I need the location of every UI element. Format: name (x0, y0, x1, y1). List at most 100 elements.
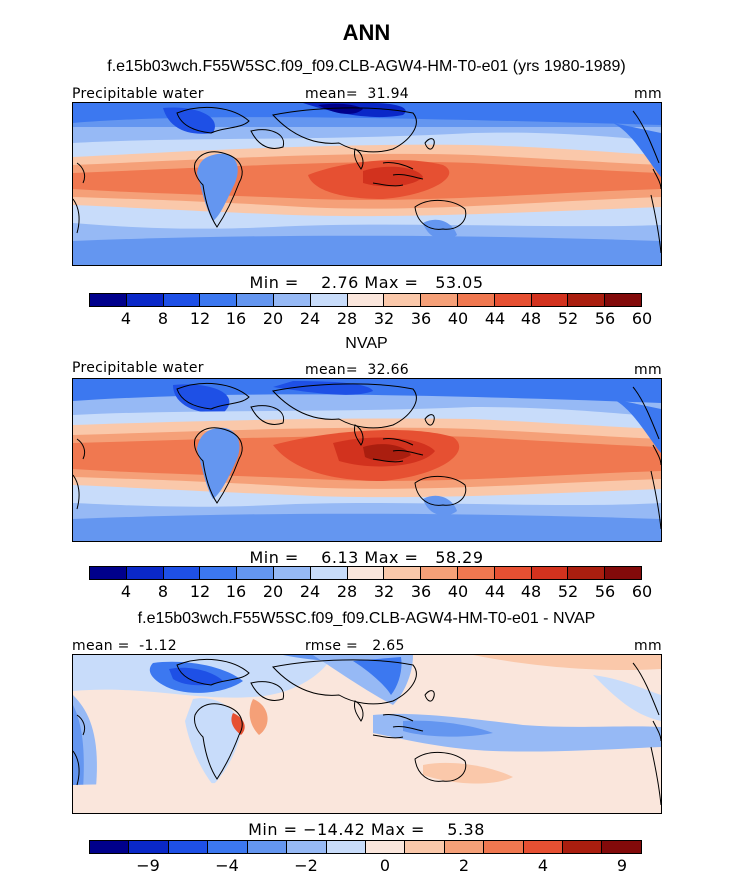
panel-1-mean-label: mean= 31.94 (305, 86, 410, 102)
panel-2-variable-label: Precipitable water (72, 360, 204, 376)
panel-2-units-label: mm (634, 362, 662, 378)
colorbar-swatch (287, 841, 327, 853)
colorbar-tick-label: 32 (373, 309, 395, 328)
colorbar-tick-label: 36 (410, 309, 432, 328)
colorbar-tick-label: 52 (557, 582, 579, 601)
panel-2-map (72, 378, 662, 542)
panel-1-min-max: Min = 2.76 Max = 53.05 (249, 273, 484, 292)
colorbar-tick-label: 8 (157, 582, 169, 601)
colorbar-tick-label: 24 (299, 582, 321, 601)
colorbar-swatch (384, 567, 422, 579)
colorbar-swatch (605, 294, 641, 306)
colorbar-tick-label: 40 (447, 582, 469, 601)
colorbar-swatch (126, 567, 164, 579)
colorbar-swatch (457, 567, 495, 579)
colorbar-tick-label: 48 (520, 309, 542, 328)
colorbar-tick-label: −9 (136, 856, 160, 875)
colorbar-tick-label: 12 (189, 582, 211, 601)
colorbar-swatch (444, 841, 485, 853)
colorbar-swatch (347, 567, 385, 579)
colorbar-tick-label: 4 (120, 582, 132, 601)
colorbar-tick-label: 44 (484, 582, 506, 601)
panel-1-colorbar (89, 293, 642, 307)
colorbar-tick-label: 60 (631, 582, 653, 601)
colorbar-tick-label: 52 (557, 309, 579, 328)
colorbar-tick-label: 20 (262, 309, 284, 328)
colorbar-swatch (90, 567, 127, 579)
colorbar-tick-label: 9 (616, 856, 628, 875)
colorbar-tick-label: 60 (631, 309, 653, 328)
panel-2-min-max: Min = 6.13 Max = 58.29 (249, 548, 484, 567)
panel-3-rmse-label: rmse = 2.65 (305, 638, 405, 654)
colorbar-tick-label: 20 (262, 582, 284, 601)
colorbar-swatch (273, 294, 311, 306)
panel-1-units-label: mm (634, 86, 662, 102)
colorbar-swatch (494, 567, 532, 579)
panel-3-map (72, 654, 662, 814)
colorbar-swatch (563, 841, 603, 853)
colorbar-swatch (163, 567, 201, 579)
colorbar-swatch (168, 841, 209, 853)
colorbar-tick-label: 28 (336, 582, 358, 601)
panel-2-mean-label: mean= 32.66 (305, 362, 410, 378)
colorbar-swatch (273, 567, 311, 579)
colorbar-tick-label: 4 (537, 856, 549, 875)
colorbar-tick-label: 40 (447, 309, 469, 328)
panel-3-units-label: mm (634, 638, 662, 654)
panel-3-mean-label: mean = -1.12 (72, 638, 177, 654)
colorbar-tick-label: 4 (120, 309, 132, 328)
colorbar-swatch (247, 841, 288, 853)
colorbar-swatch (310, 294, 348, 306)
colorbar-swatch (326, 841, 366, 853)
colorbar-swatch (531, 567, 569, 579)
colorbar-tick-label: 28 (336, 309, 358, 328)
colorbar-tick-label: 24 (299, 309, 321, 328)
colorbar-swatch (605, 567, 641, 579)
colorbar-tick-label: 56 (594, 309, 616, 328)
colorbar-swatch (90, 294, 127, 306)
colorbar-swatch (208, 841, 248, 853)
colorbar-tick-label: 8 (157, 309, 169, 328)
panel-3-colorbar (89, 840, 642, 854)
panel-3-min-max: Min = −14.42 Max = 5.38 (248, 820, 485, 839)
panel-1-map (72, 102, 662, 266)
panel-1-variable-label: Precipitable water (72, 86, 204, 102)
colorbar-swatch (384, 294, 422, 306)
figure-title: ANN (342, 20, 391, 45)
colorbar-swatch (163, 294, 201, 306)
colorbar-swatch (129, 841, 169, 853)
colorbar-swatch (523, 841, 564, 853)
panel-1-title: f.e15b03wch.F55W5SC.f09_f09.CLB-AGW4-HM-… (107, 58, 626, 75)
colorbar-swatch (200, 567, 238, 579)
colorbar-swatch (421, 294, 458, 306)
colorbar-tick-label: 32 (373, 582, 395, 601)
panel-2-title: NVAP (345, 335, 388, 352)
colorbar-swatch (347, 294, 385, 306)
colorbar-swatch (237, 567, 274, 579)
colorbar-swatch (310, 567, 348, 579)
colorbar-swatch (494, 294, 532, 306)
colorbar-swatch (568, 567, 606, 579)
colorbar-swatch (126, 294, 164, 306)
panel-3-title: f.e15b03wch.F55W5SC.f09_f09.CLB-AGW4-HM-… (137, 610, 596, 627)
colorbar-tick-label: −2 (294, 856, 318, 875)
colorbar-swatch (405, 841, 445, 853)
colorbar-swatch (365, 841, 406, 853)
colorbar-swatch (457, 294, 495, 306)
colorbar-tick-label: 16 (225, 309, 247, 328)
colorbar-tick-label: 56 (594, 582, 616, 601)
colorbar-swatch (237, 294, 274, 306)
colorbar-swatch (484, 841, 524, 853)
colorbar-swatch (421, 567, 458, 579)
colorbar-tick-label: 16 (225, 582, 247, 601)
colorbar-swatch (90, 841, 130, 853)
colorbar-tick-label: 0 (379, 856, 391, 875)
colorbar-tick-label: 44 (484, 309, 506, 328)
colorbar-swatch (200, 294, 238, 306)
colorbar-tick-label: 2 (458, 856, 470, 875)
colorbar-tick-label: −4 (215, 856, 239, 875)
panel-2-colorbar (89, 566, 642, 580)
colorbar-tick-label: 36 (410, 582, 432, 601)
colorbar-swatch (531, 294, 569, 306)
colorbar-tick-label: 48 (520, 582, 542, 601)
